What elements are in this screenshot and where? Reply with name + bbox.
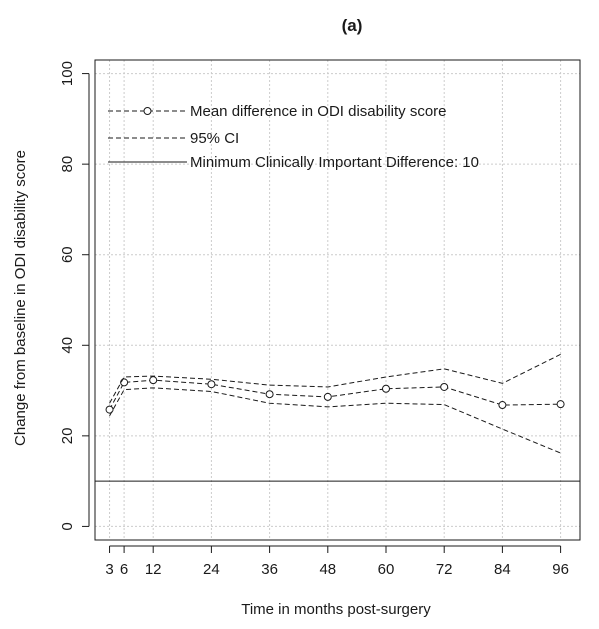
series-line-1 — [109, 353, 561, 404]
legend-marker — [143, 107, 152, 115]
x-tick-label: 72 — [436, 561, 453, 578]
x-tick-label: 12 — [145, 561, 162, 578]
data-point — [207, 380, 216, 389]
series-line-0 — [109, 379, 561, 410]
y-tick-label: 20 — [59, 428, 76, 445]
x-tick-label: 96 — [552, 561, 569, 578]
x-tick-label: 36 — [261, 561, 278, 578]
y-tick-label: 80 — [59, 156, 76, 173]
data-point — [265, 390, 274, 399]
axes: 3 6 12 24 36 48 60 72 84 96 0 20 40 60 80 100 — [59, 61, 569, 578]
data-point — [440, 382, 449, 391]
legend-label-1: 95% CI — [190, 130, 239, 147]
data-point — [382, 384, 390, 393]
y-tick-label: 60 — [59, 246, 76, 263]
series-group — [95, 353, 580, 482]
x-tick-label: 60 — [378, 561, 395, 578]
data-point — [323, 392, 332, 401]
data-point — [498, 401, 507, 410]
series-line-2 — [109, 387, 561, 454]
x-tick-label: 48 — [319, 561, 336, 578]
x-tick-label: 3 — [105, 561, 113, 578]
y-tick-label: 100 — [59, 61, 76, 86]
x-tick-label: 84 — [494, 561, 511, 578]
y-axis-label: Change from baseline in ODI disability s… — [12, 150, 29, 446]
y-tick-label: 0 — [59, 522, 76, 530]
x-axis-label: Time in months post-surgery — [241, 601, 431, 618]
x-tick-label: 6 — [120, 561, 128, 578]
grid — [95, 60, 580, 540]
data-point — [149, 376, 158, 385]
legend: Mean difference in ODI disability score 9… — [108, 103, 479, 171]
legend-label-2: Minimum Clinically Important Difference:… — [190, 154, 479, 171]
plot-box — [94, 59, 581, 541]
y-tick-label: 40 — [59, 337, 76, 354]
x-tick-label: 24 — [203, 561, 220, 578]
chart-title: (a) — [342, 16, 363, 35]
data-point — [105, 405, 114, 414]
legend-label-0: Mean difference in ODI disability score — [190, 103, 447, 120]
data-point — [556, 400, 565, 409]
